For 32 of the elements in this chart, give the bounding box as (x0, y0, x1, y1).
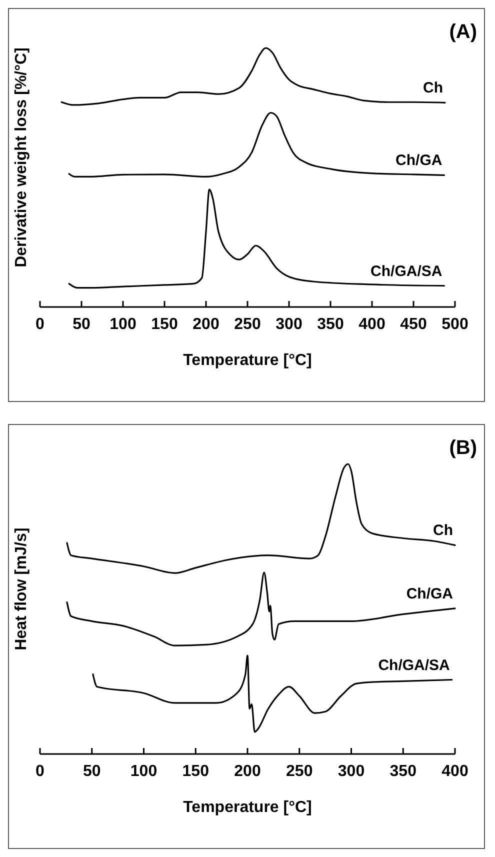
x-tick-label: 0 (36, 763, 45, 780)
series-label: Ch/GA/SA (370, 262, 442, 280)
x-tick-label: 50 (72, 316, 90, 333)
x-tick-label: 150 (151, 316, 178, 333)
series-label: Ch (423, 80, 444, 97)
series-label: Ch/GA (396, 152, 442, 170)
x-tick-label: 200 (234, 763, 261, 780)
x-tick-label: 150 (182, 763, 210, 780)
x-tick-label: 400 (442, 763, 468, 780)
x-tick-label: 250 (234, 316, 261, 333)
x-tick-label: 400 (358, 316, 386, 333)
x-tick-label: 450 (400, 316, 427, 333)
x-tick-label: 350 (317, 316, 344, 333)
x-tick-label: 350 (390, 763, 417, 780)
x-tick-label: 500 (442, 316, 468, 333)
text: (A) (449, 21, 477, 43)
x-axis-title: Temperature [°C] (183, 799, 312, 816)
y-axis-title: Derivative weight loss [%/°C] (13, 48, 30, 268)
x-tick-label: 200 (192, 316, 220, 333)
x-tick-label: 100 (110, 316, 136, 333)
y-axis-title: Heat flow [mJ/s] (13, 528, 30, 650)
x-axis-title: Temperature [°C] (183, 352, 312, 369)
x-tick-label: 50 (82, 763, 101, 780)
x-tick-label: 100 (130, 763, 158, 780)
series-label: Ch/GA (406, 585, 454, 602)
x-tick-label: 250 (286, 763, 313, 780)
x-tick-label: 300 (338, 763, 365, 780)
text: (B) (449, 437, 477, 459)
x-tick-label: 0 (36, 316, 45, 333)
series-label: Ch/GA/SA (378, 656, 450, 674)
x-tick-label: 300 (276, 316, 302, 333)
series-label: Ch (433, 522, 453, 540)
